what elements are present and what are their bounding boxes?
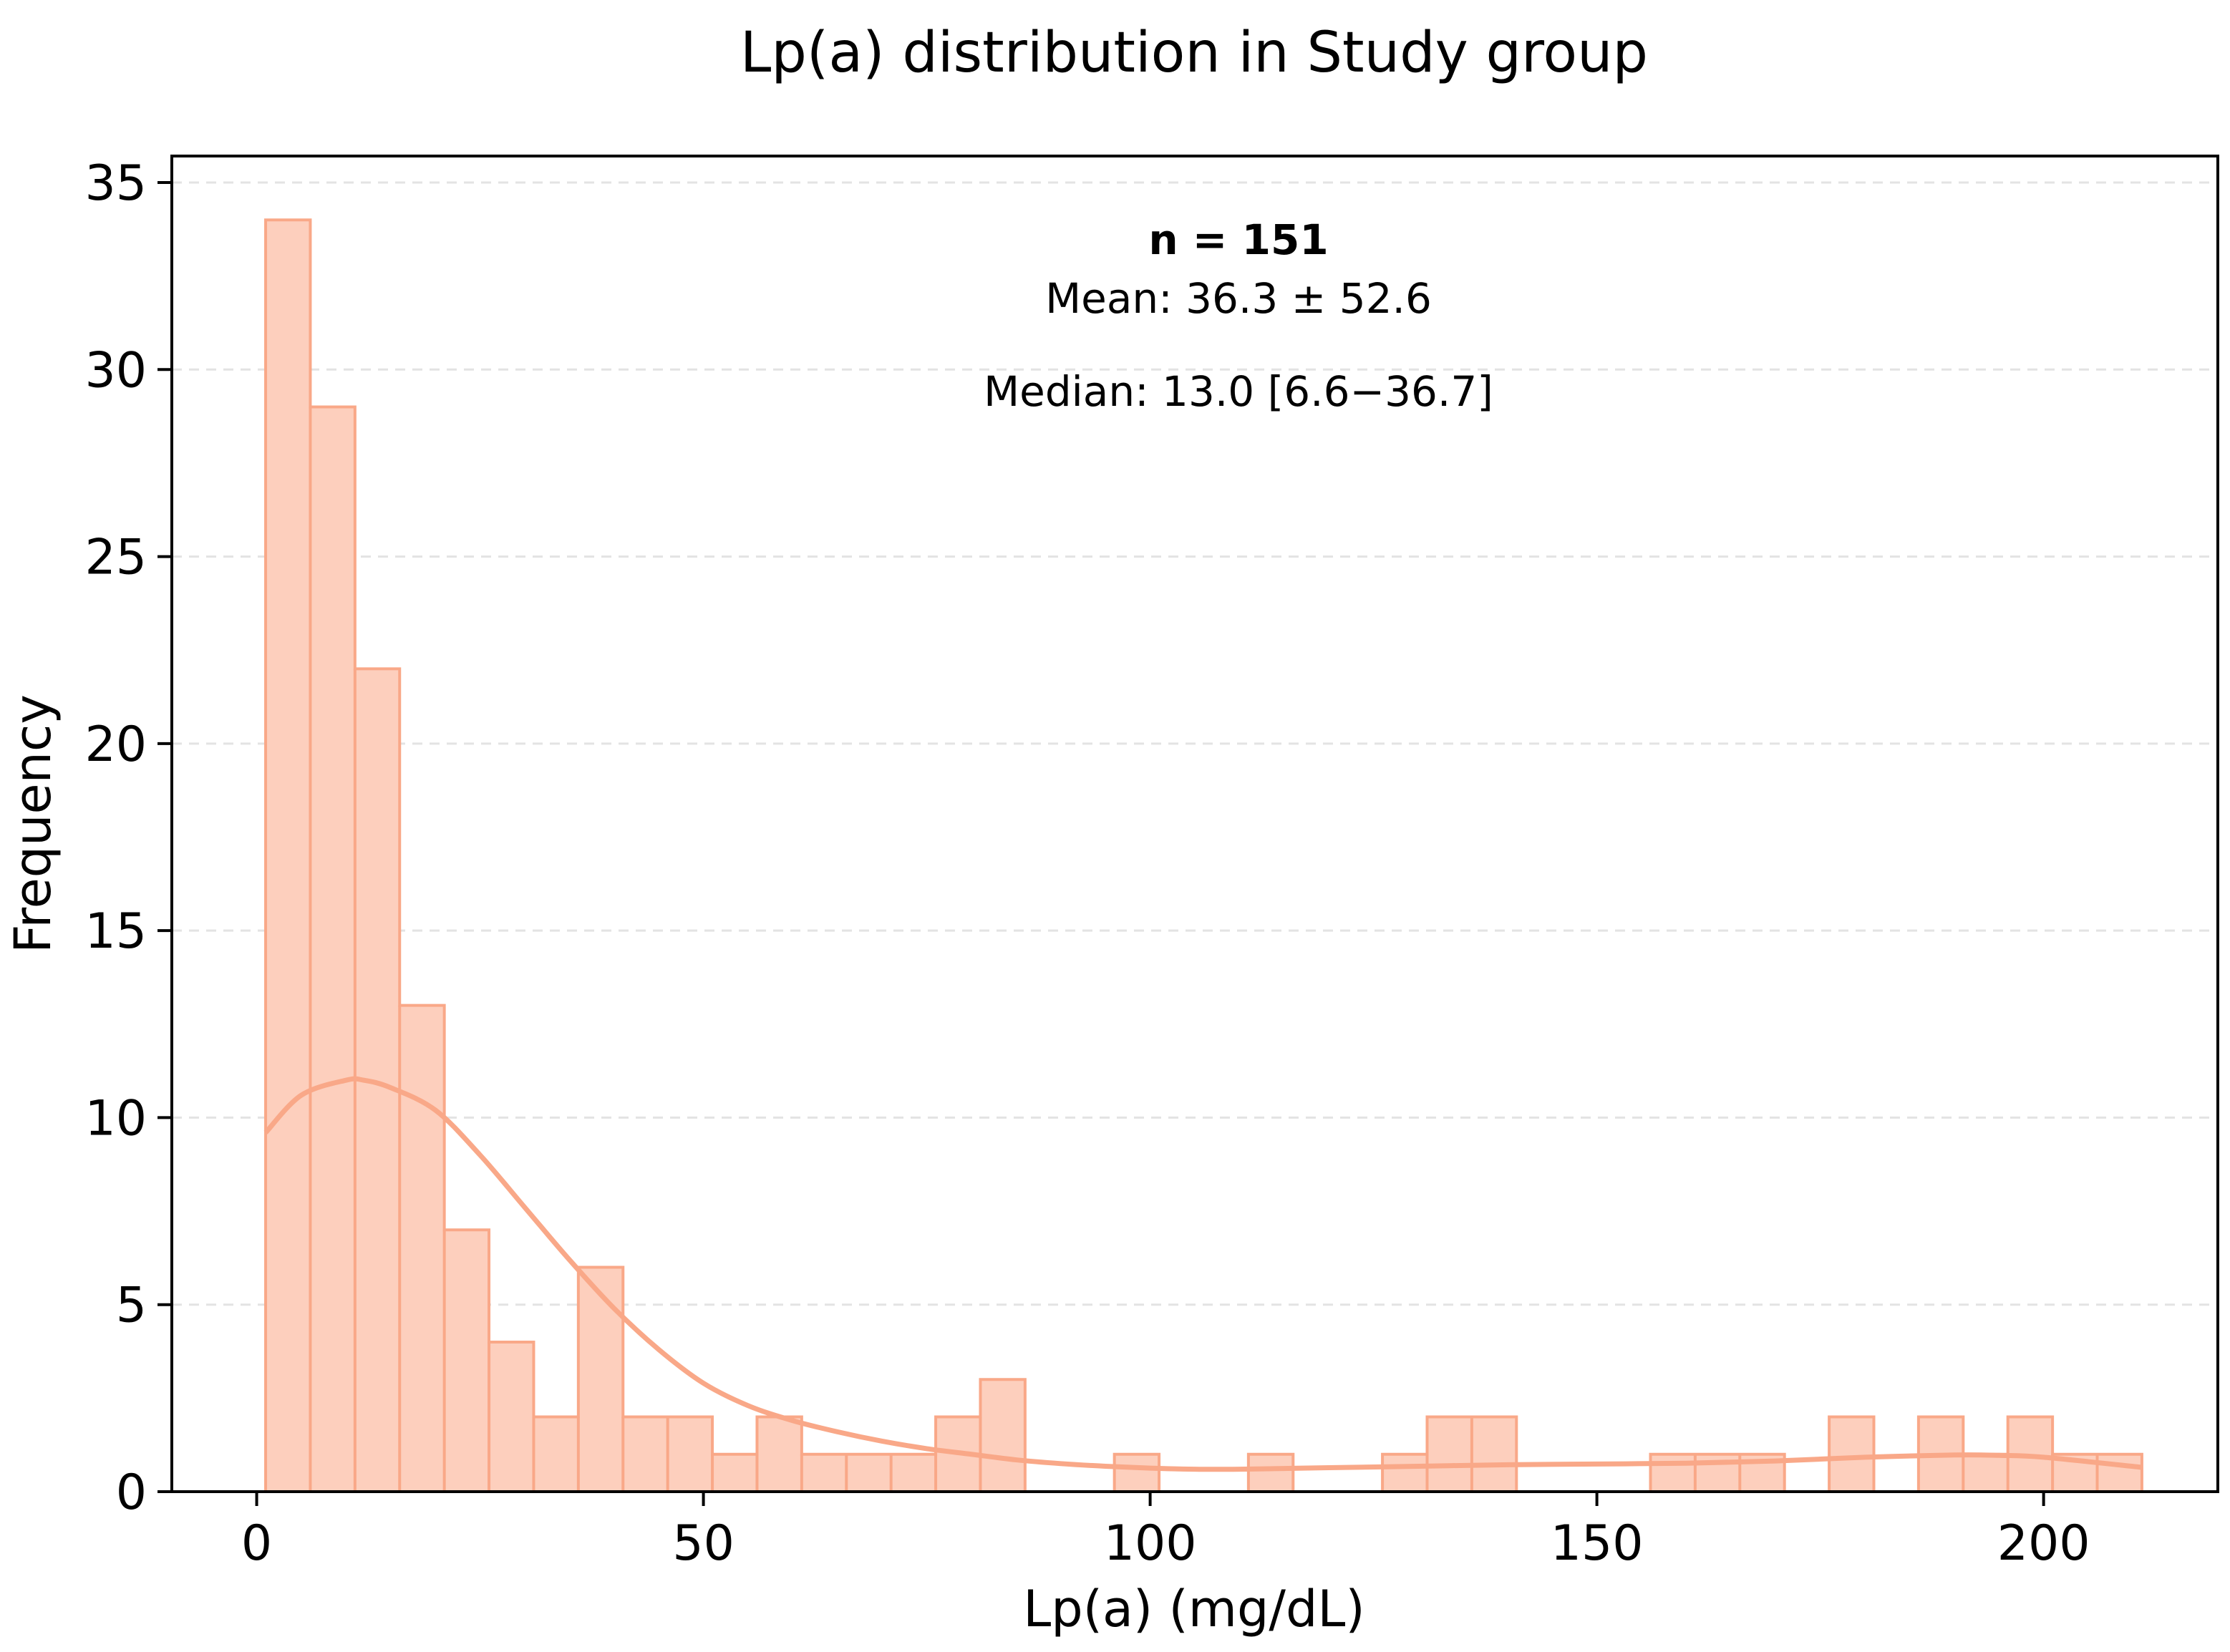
annotation-median: Median: 13.0 [6.6−36.7] [984,367,1493,416]
histogram-bar [846,1454,891,1492]
plot-frame [170,155,2219,1493]
grid-lines [172,181,2218,1306]
histogram-bar [578,1267,624,1492]
y-tick-label: 5 [116,1278,147,1334]
histogram-bar [266,220,311,1492]
x-tick-label: 0 [241,1515,272,1572]
histogram-bar [712,1454,757,1492]
x-tick-label: 200 [1997,1515,2090,1572]
y-tick-label: 0 [116,1464,147,1521]
histogram-bar [891,1454,936,1492]
histogram-bar [1963,1454,2008,1492]
histogram-bar [1114,1454,1160,1492]
histogram-bar [1471,1417,1517,1492]
y-axis-ticks: 0 5 10 15 20 25 30 35 [84,155,172,1521]
kde-curve [263,1076,2143,1472]
histogram-bar [980,1379,1025,1492]
x-tick-label: 100 [1104,1515,1197,1572]
histogram-bar [1427,1417,1472,1492]
annotation-n: n = 151 [1148,215,1328,264]
x-axis-label: Lp(a) (mg/dL) [1023,1580,1364,1638]
histogram-outline [264,218,2143,1493]
histogram-bar [1248,1454,1294,1492]
chart-title: Lp(a) distribution in Study group [740,21,1648,85]
histogram-bar [1382,1454,1427,1492]
histogram-bar [310,407,355,1492]
histogram-bar [2097,1454,2142,1492]
histogram-bar [1650,1454,1695,1492]
y-tick-label: 30 [84,342,147,399]
y-tick-label: 15 [84,903,147,960]
x-tick-label: 150 [1551,1515,1644,1572]
y-tick-label: 25 [84,530,147,586]
histogram-bar [399,1005,445,1492]
histogram-bar [623,1417,668,1492]
histogram-bar [757,1417,802,1492]
annotation-mean: Mean: 36.3 ± 52.6 [1045,274,1432,323]
y-tick-label: 20 [84,716,147,773]
y-tick-label: 35 [84,155,147,212]
histogram-bar [801,1454,847,1492]
y-tick-label: 10 [84,1090,147,1147]
histogram-bar [489,1341,534,1492]
histogram-bar [667,1417,713,1492]
x-tick-label: 50 [672,1515,735,1572]
histogram-bar [1829,1417,1874,1492]
x-axis-ticks: 0 50 100 150 200 [241,1492,2090,1572]
histogram-bar [533,1417,578,1492]
histogram-bar [444,1230,490,1492]
y-axis-label: Frequency [4,694,62,953]
